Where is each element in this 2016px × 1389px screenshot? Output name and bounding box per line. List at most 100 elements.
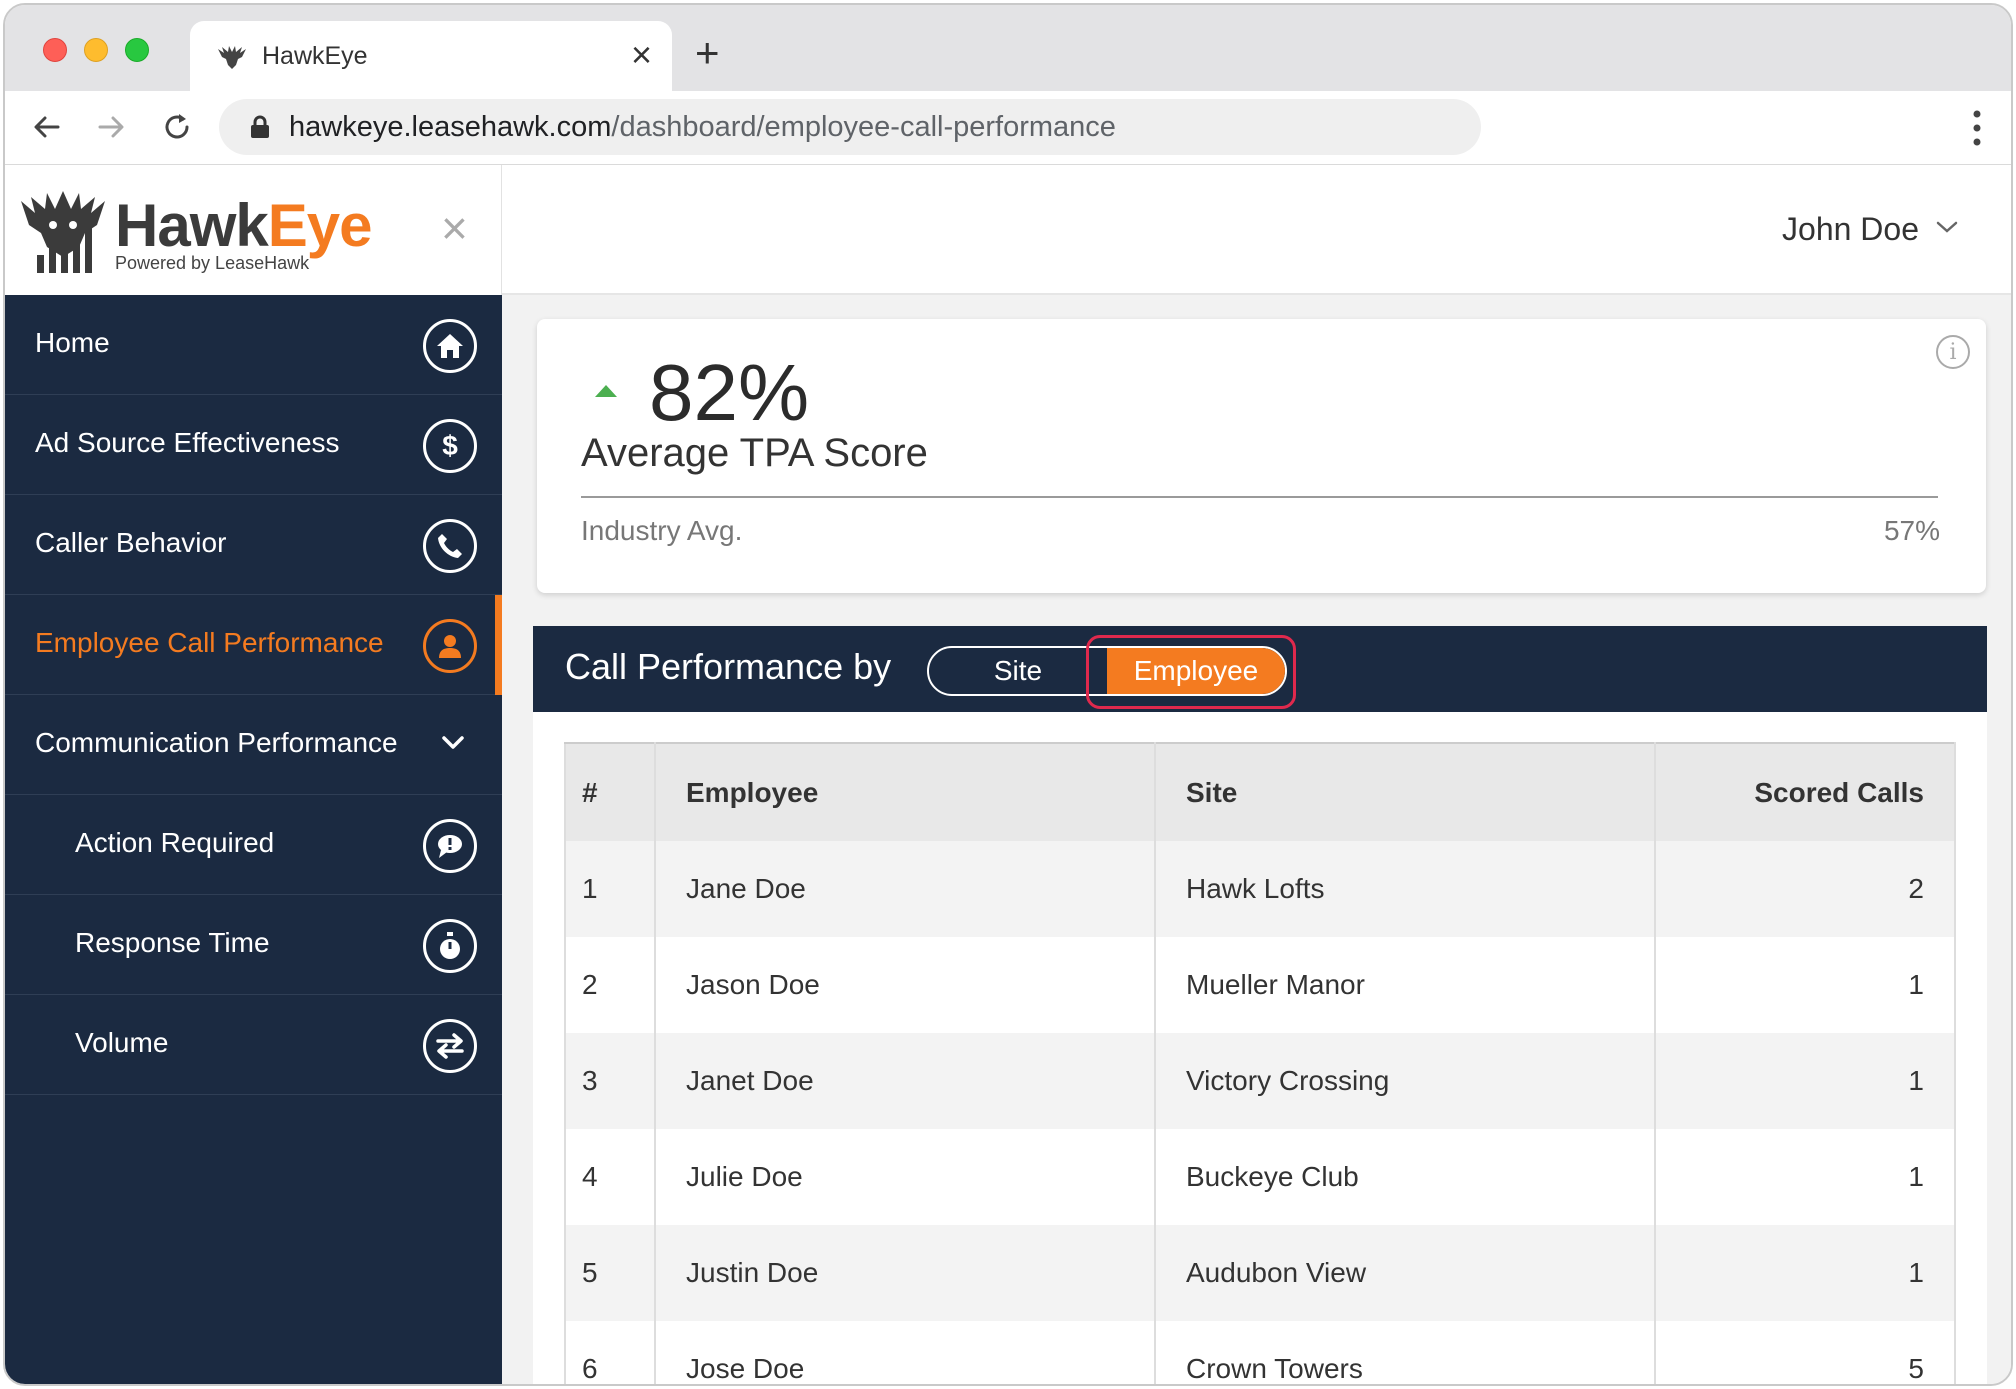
logo-tagline: Powered by LeaseHawk <box>115 253 310 273</box>
tab-close-icon[interactable]: × <box>630 34 652 75</box>
person-icon <box>423 619 477 673</box>
sidebar-item-employee-call-performance[interactable]: Employee Call Performance <box>5 595 502 695</box>
row-number: 1 <box>564 841 656 937</box>
tpa-score-label: Average TPA Score <box>581 431 928 475</box>
row-number: 6 <box>564 1321 656 1384</box>
table-row[interactable]: 2 Jason Doe Mueller Manor 1 <box>564 937 1956 1033</box>
reload-button[interactable] <box>155 105 199 149</box>
url-path: /dashboard/employee-call-performance <box>611 111 1116 143</box>
sidebar-item-label: Action Required <box>75 827 275 858</box>
sidebar-item-label: Home <box>35 327 110 358</box>
sidebar-item-label: Volume <box>75 1027 169 1058</box>
forward-arrow-icon <box>98 116 124 138</box>
sidebar-item-action-required[interactable]: Action Required <box>5 795 502 895</box>
logo-wordmark: HawkEye <box>115 192 373 259</box>
forward-button[interactable] <box>89 105 133 149</box>
sidebar-item-home[interactable]: Home <box>5 295 502 395</box>
hawk-favicon-icon <box>218 46 246 69</box>
sidebar-item-ad-source-effectiveness[interactable]: Ad Source Effectiveness $ <box>5 395 502 495</box>
alert-bubble-icon <box>423 819 477 873</box>
phone-icon <box>423 519 477 573</box>
sidebar-item-label: Ad Source Effectiveness <box>35 427 340 458</box>
row-number: 2 <box>564 937 656 1033</box>
highlight-outline <box>1086 635 1296 709</box>
zoom-window-button[interactable] <box>125 38 149 62</box>
row-scored-calls: 2 <box>1655 841 1956 937</box>
table-row[interactable]: 1 Jane Doe Hawk Lofts 2 <box>564 841 1956 937</box>
tpa-score-value: 82% <box>649 348 810 437</box>
row-site: Mueller Manor <box>1155 937 1656 1033</box>
row-employee: Julie Doe <box>655 1129 1156 1225</box>
sidebar-close-icon[interactable]: × <box>441 202 468 254</box>
browser-window: HawkEye × + hawkeye.leas <box>3 3 2013 1386</box>
row-site: Buckeye Club <box>1155 1129 1656 1225</box>
dollar-icon: $ <box>423 419 477 473</box>
row-site: Hawk Lofts <box>1155 841 1656 937</box>
stopwatch-icon <box>423 919 477 973</box>
sidebar-item-label: Response Time <box>75 927 270 958</box>
table-row[interactable]: 4 Julie Doe Buckeye Club 1 <box>564 1129 1956 1225</box>
browser-menu-icon[interactable] <box>1973 109 1981 147</box>
sidebar-item-caller-behavior[interactable]: Caller Behavior <box>5 495 502 595</box>
close-window-button[interactable] <box>43 38 67 62</box>
browser-tab[interactable]: HawkEye × <box>190 21 672 93</box>
swap-arrows-icon <box>423 1019 477 1073</box>
row-number: 3 <box>564 1033 656 1129</box>
row-employee: Justin Doe <box>655 1225 1156 1321</box>
table-row[interactable]: 3 Janet Doe Victory Crossing 1 <box>564 1033 1956 1129</box>
row-employee: Jane Doe <box>655 841 1156 937</box>
row-number: 5 <box>564 1225 656 1321</box>
minimize-window-button[interactable] <box>84 38 108 62</box>
table-row[interactable]: 5 Justin Doe Audubon View 1 <box>564 1225 1956 1321</box>
table-header-row: # Employee Site Scored Calls <box>564 742 1956 841</box>
user-menu-chevron-icon[interactable] <box>1935 219 1959 235</box>
toggle-employee-button[interactable]: Employee <box>1107 648 1285 694</box>
reload-icon <box>165 114 189 139</box>
card-divider <box>581 496 1938 498</box>
tpa-score-card: 82% Average TPA Score Industry Avg. 57% … <box>537 319 1986 593</box>
user-menu-name[interactable]: John Doe <box>1782 211 1919 247</box>
column-header-scored-calls[interactable]: Scored Calls <box>1655 742 1956 841</box>
site-employee-toggle: Site Employee <box>927 646 1287 696</box>
table-row[interactable]: 6 Jose Doe Crown Towers 5 <box>564 1321 1956 1384</box>
row-employee: Janet Doe <box>655 1033 1156 1129</box>
sidebar-nav: Home Ad Source Effectiveness $ Caller Be… <box>5 295 502 1384</box>
sidebar-item-volume[interactable]: Volume <box>5 995 502 1095</box>
row-number: 4 <box>564 1129 656 1225</box>
row-scored-calls: 5 <box>1655 1321 1956 1384</box>
home-icon <box>423 319 477 373</box>
toggle-site-button[interactable]: Site <box>993 655 1043 686</box>
column-header-employee[interactable]: Employee <box>655 742 1156 841</box>
sidebar-item-communication-performance[interactable]: Communication Performance <box>5 695 502 795</box>
column-header-number[interactable]: # <box>564 742 656 841</box>
app-area: HawkEye Powered by LeaseHawk × John Doe … <box>5 165 2011 1384</box>
back-arrow-icon <box>34 116 60 138</box>
row-scored-calls: 1 <box>1655 1225 1956 1321</box>
sidebar-header: HawkEye Powered by LeaseHawk × <box>5 165 502 295</box>
industry-avg-label: Industry Avg. <box>581 515 743 546</box>
row-site: Crown Towers <box>1155 1321 1656 1384</box>
row-employee: Jason Doe <box>655 937 1156 1033</box>
sidebar-item-response-time[interactable]: Response Time <box>5 895 502 995</box>
hawkeye-logo[interactable]: HawkEye Powered by LeaseHawk <box>15 187 405 277</box>
browser-toolbar: hawkeye.leasehawk.com/dashboard/employee… <box>5 91 2011 165</box>
call-performance-panel: Call Performance by Site Employee # Empl… <box>533 626 1987 1384</box>
chevron-down-icon <box>442 736 464 749</box>
info-icon[interactable]: i <box>1936 335 1970 369</box>
logo-hawk-text: Hawk <box>115 192 269 259</box>
back-button[interactable] <box>25 105 69 149</box>
row-site: Victory Crossing <box>1155 1033 1656 1129</box>
sidebar-item-label: Caller Behavior <box>35 527 227 558</box>
hawk-logo-icon <box>21 191 105 273</box>
url-text: hawkeye.leasehawk.com/dashboard/employee… <box>289 111 1116 144</box>
row-site: Audubon View <box>1155 1225 1656 1321</box>
sidebar-item-label: Communication Performance <box>35 727 398 758</box>
sidebar-item-label: Employee Call Performance <box>35 627 384 658</box>
address-bar[interactable]: hawkeye.leasehawk.com/dashboard/employee… <box>219 99 1481 155</box>
row-scored-calls: 1 <box>1655 937 1956 1033</box>
industry-avg-value: 57% <box>1883 515 1940 546</box>
new-tab-button[interactable]: + <box>695 29 720 76</box>
column-header-site[interactable]: Site <box>1155 742 1656 841</box>
trend-up-icon <box>595 385 617 397</box>
top-bar: John Doe <box>502 165 2011 295</box>
